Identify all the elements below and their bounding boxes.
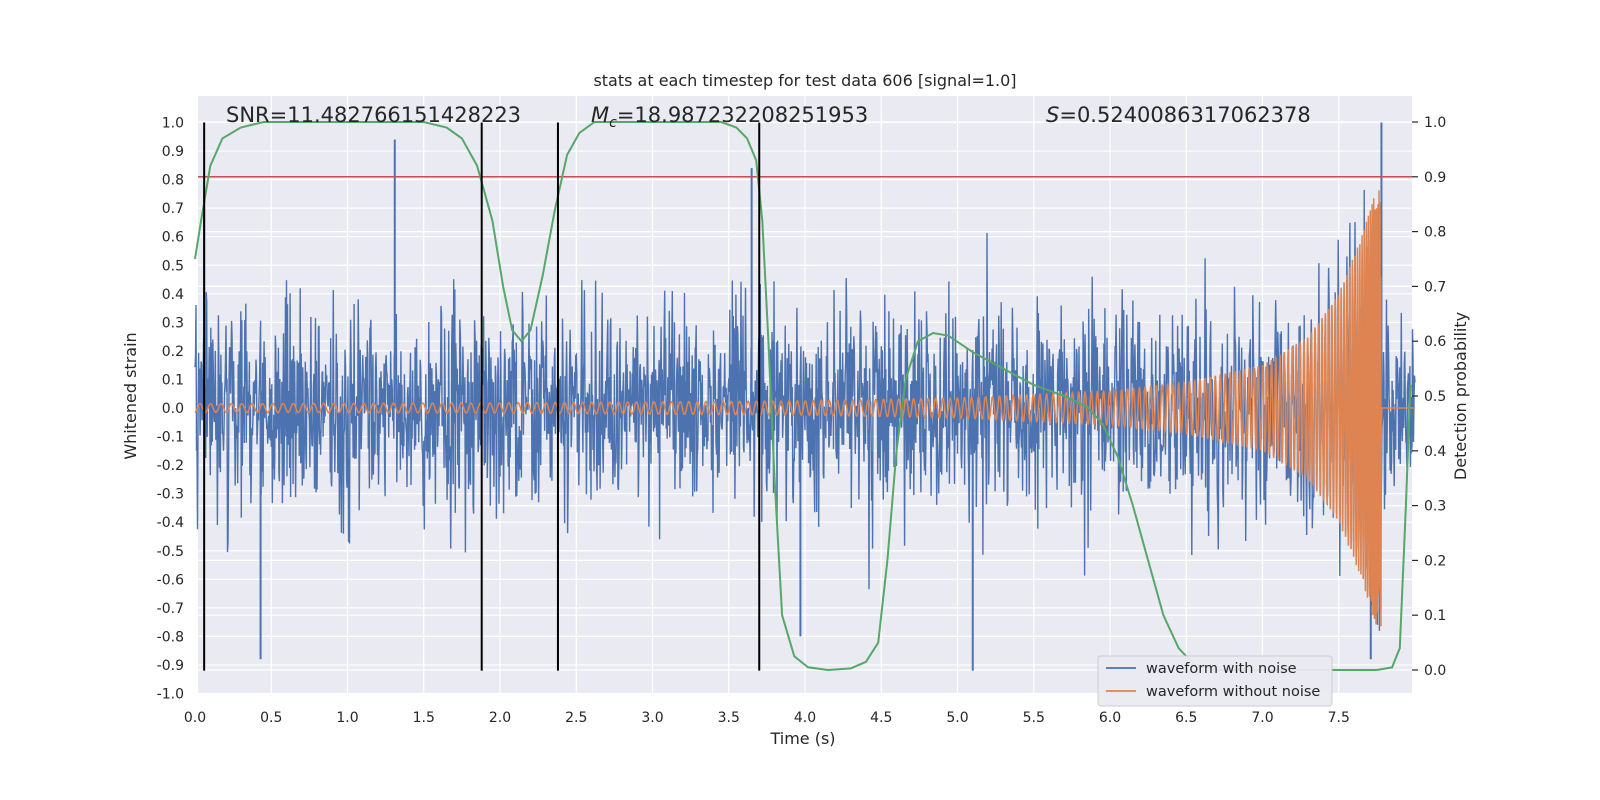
y-tick-label-0.8: 0.8 (162, 173, 184, 189)
y-tick-label-0.2: 0.2 (162, 344, 184, 360)
y-right-tick-label-0.5: 0.5 (1424, 389, 1446, 405)
y-tick-label-0.5: 0.5 (162, 258, 184, 274)
x-tick-label-1.5: 1.5 (413, 710, 435, 726)
y-right-tick-label-0.6: 0.6 (1424, 334, 1446, 350)
snr-annotation: SNR=11.482766151428223 (226, 103, 521, 127)
y-tick-label--0.7: -0.7 (157, 601, 184, 617)
y-right-tick-label-0.9: 0.9 (1424, 170, 1446, 186)
legend-label-noise: waveform with noise (1146, 661, 1297, 677)
y-tick-label-0.6: 0.6 (162, 230, 184, 246)
x-tick-label-6.0: 6.0 (1099, 710, 1121, 726)
score-annotation: S=0.5240086317062378 (1046, 103, 1311, 127)
x-tick-label-3.0: 3.0 (641, 710, 663, 726)
chirp-mass-value: =18.987232208251953 (617, 103, 868, 127)
y-tick-label-0.3: 0.3 (162, 315, 184, 331)
legend-label-clean: waveform without noise (1146, 684, 1320, 700)
y-tick-label--0.6: -0.6 (157, 572, 184, 588)
y-tick-label-0.4: 0.4 (162, 287, 184, 303)
chirp-mass-subscript: c (609, 115, 617, 131)
clean-series (194, 190, 1415, 627)
chirp-mass-symbol: M (591, 103, 609, 127)
legend: waveform with noise waveform without noi… (1097, 655, 1333, 707)
y-tick-label-0.0: 0.0 (162, 401, 184, 417)
y-right-tick-label-0.0: 0.0 (1424, 663, 1446, 679)
x-tick-label-0.0: 0.0 (184, 710, 206, 726)
x-tick-label-2.0: 2.0 (489, 710, 511, 726)
x-tick-label-7.0: 7.0 (1251, 710, 1273, 726)
y-tick-label--0.3: -0.3 (157, 487, 184, 503)
detection-probability-line (194, 121, 1412, 672)
y-right-tick-label-0.1: 0.1 (1424, 608, 1446, 624)
x-tick-label-3.5: 3.5 (718, 710, 740, 726)
x-axis-title: Time (s) (769, 729, 835, 748)
y-right-tick-label-0.2: 0.2 (1424, 553, 1446, 569)
y-ticks-right: 1.0 0.9 0.8 0.7 0.6 0.5 0.4 0.3 0.2 0.1 0.0 (1412, 115, 1446, 679)
y-tick-label--0.2: -0.2 (157, 458, 184, 474)
y-tick-label--0.1: -0.1 (157, 430, 184, 446)
y-tick-label-0.1: 0.1 (162, 372, 184, 388)
y-ticks: 1.0 0.9 0.8 0.7 0.6 0.5 0.4 0.3 0.2 0.1 0.0 -0.1 -0.… (157, 116, 184, 703)
y-tick-label-0.7: 0.7 (162, 201, 184, 217)
x-tick-label-1.0: 1.0 (336, 710, 358, 726)
y-tick-label-0.9: 0.9 (162, 144, 184, 160)
x-tick-label-6.5: 6.5 (1175, 710, 1197, 726)
y-axis-right-title: Detection probability (1451, 312, 1470, 480)
x-tick-label-4.0: 4.0 (794, 710, 816, 726)
x-tick-label-5.5: 5.5 (1023, 710, 1045, 726)
vertical-lines (203, 122, 761, 671)
x-ticks: 0.0 0.5 1.0 1.5 2.0 2.5 3.0 3.5 4.0 4.5 5.0 5.5 6.0 6… (184, 710, 1350, 726)
x-tick-label-4.5: 4.5 (870, 710, 892, 726)
clean-waveform-line (194, 190, 1415, 627)
y-right-tick-label-1.0: 1.0 (1424, 115, 1446, 131)
y-tick-label--0.8: -0.8 (157, 629, 184, 645)
y-tick-label--0.5: -0.5 (157, 544, 184, 560)
x-tick-label-5.0: 5.0 (946, 710, 968, 726)
probability-series (194, 121, 1412, 672)
x-tick-label-7.5: 7.5 (1328, 710, 1350, 726)
chirp-mass-annotation: Mc=18.987232208251953 (591, 103, 868, 131)
y-tick-label--0.9: -0.9 (157, 658, 184, 674)
x-tick-label-2.5: 2.5 (565, 710, 587, 726)
legend-box (1097, 655, 1333, 707)
chart-title: stats at each timestep for test data 606… (593, 71, 1016, 90)
score-value: =0.5240086317062378 (1059, 103, 1310, 127)
y-right-tick-label-0.8: 0.8 (1424, 225, 1446, 241)
y-tick-label--0.4: -0.4 (157, 515, 184, 531)
y-axis-title: Whitened strain (121, 332, 140, 459)
y-tick-label-1.0: 1.0 (162, 116, 184, 132)
y-right-tick-label-0.7: 0.7 (1424, 279, 1446, 295)
score-symbol: S (1046, 103, 1059, 127)
y-right-tick-label-0.4: 0.4 (1424, 444, 1446, 460)
y-right-tick-label-0.3: 0.3 (1424, 499, 1446, 515)
x-tick-label-0.5: 0.5 (260, 710, 282, 726)
y-tick-label--1.0: -1.0 (157, 687, 184, 703)
